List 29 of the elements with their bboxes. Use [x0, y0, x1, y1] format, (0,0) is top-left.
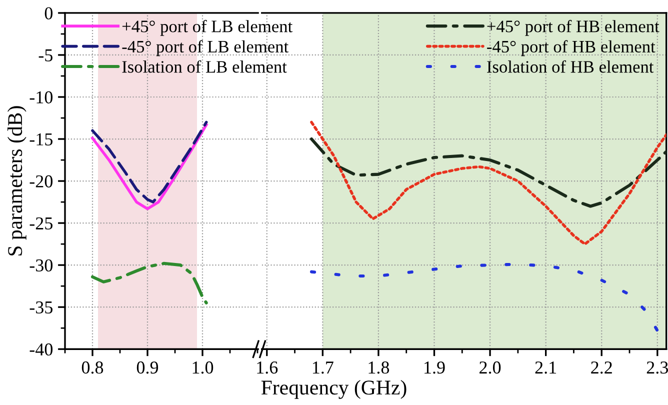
legend-label: Isolation of LB element: [122, 60, 287, 73]
legend-label: -45° port of LB element: [122, 40, 288, 56]
x-tick-label: 1.8: [368, 361, 390, 374]
y-tick-label: -5: [38, 49, 52, 62]
x-tick-label: 1.6: [257, 361, 278, 374]
y-tick-label: -40: [30, 343, 53, 356]
x-tick-label: 2.3: [646, 361, 668, 374]
x-tick-label: 0.9: [136, 361, 158, 374]
x-tick-label: 1.7: [312, 362, 334, 374]
y-tick-label: -15: [30, 133, 52, 146]
legend-label: +45° port of HB element: [487, 20, 660, 36]
x-tick-label: 2.0: [480, 361, 501, 374]
legend-label: +45° port of LB element: [122, 20, 293, 36]
y-tick-label: -10: [30, 91, 53, 104]
y-tick-label: -30: [30, 259, 53, 272]
x-tick-label: 1.0: [192, 361, 214, 374]
line-series: [90, 262, 208, 304]
x-tick-label: 2.1: [535, 361, 556, 374]
y-tick-label: 0: [44, 7, 52, 20]
legend-label: Isolation of HB element: [487, 60, 654, 73]
x-tick-label: 2.2: [591, 361, 612, 374]
y-tick-label: -25: [30, 217, 52, 230]
legend-label: -45° port of HB element: [487, 40, 656, 56]
y-tick-label: -20: [30, 175, 53, 188]
y-tick-label: -35: [30, 301, 52, 314]
x-tick-label: 0.8: [82, 361, 104, 374]
y-axis-title: S parameters (dB): [7, 106, 26, 256]
x-tick-label: 1.9: [424, 361, 445, 374]
x-axis-title: Frequency (GHz): [261, 380, 406, 399]
